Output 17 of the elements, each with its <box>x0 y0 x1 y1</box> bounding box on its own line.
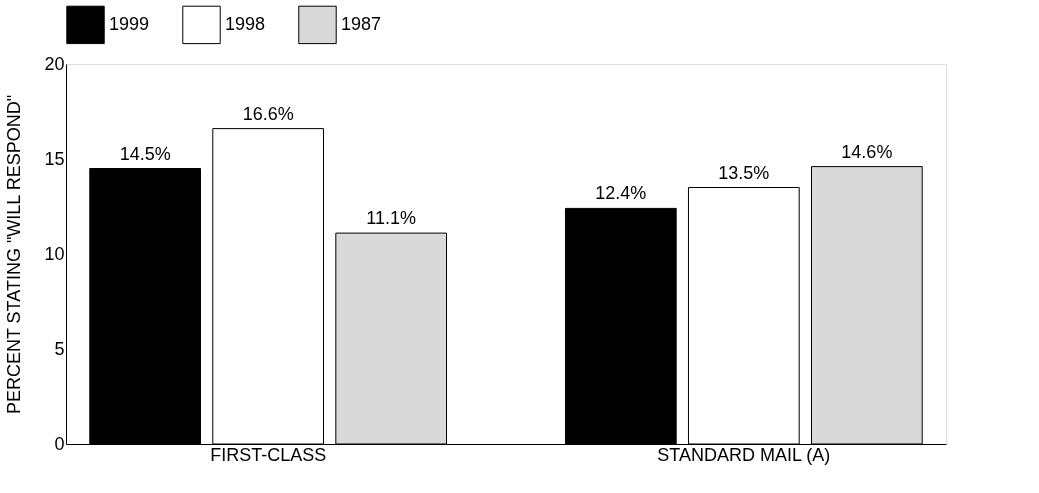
legend-label: 1998 <box>225 13 266 34</box>
data-label: 14.5% <box>119 143 171 164</box>
y-tick-label: 5 <box>54 338 65 359</box>
x-tick-label: STANDARD MAIL (A) <box>657 444 831 465</box>
y-tick-label: 10 <box>44 243 65 264</box>
y-axis-title: PERCENT STATING "WILL RESPOND" <box>4 94 25 415</box>
x-tick-label: FIRST-CLASS <box>210 444 327 465</box>
y-tick-label: 15 <box>44 148 65 169</box>
legend-label: 1987 <box>341 13 382 34</box>
legend-label: 1999 <box>109 13 150 34</box>
data-label: 14.6% <box>841 141 893 162</box>
data-label: 11.1% <box>366 208 417 229</box>
y-tick-label: 0 <box>54 433 65 454</box>
y-tick-label: 20 <box>44 53 65 74</box>
data-label: 12.4% <box>595 183 647 204</box>
data-label: 16.6% <box>242 103 294 124</box>
data-label: 13.5% <box>718 162 770 183</box>
